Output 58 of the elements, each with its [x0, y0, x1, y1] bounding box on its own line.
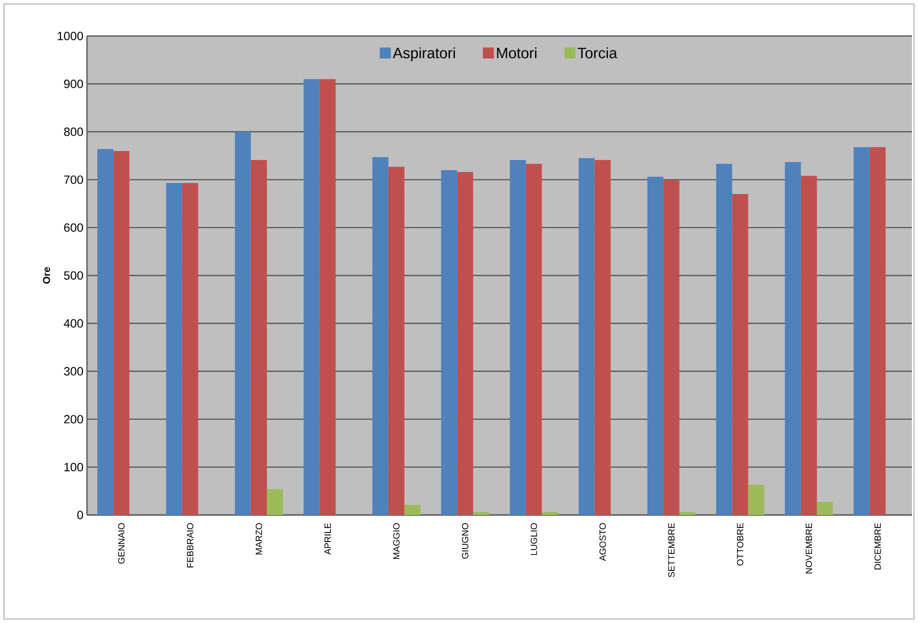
- bar: [748, 484, 764, 515]
- bar: [457, 172, 474, 515]
- y-tick-label: 500: [64, 271, 84, 280]
- y-axis-title: Ore: [43, 267, 50, 284]
- y-tick-label: 600: [64, 223, 84, 232]
- bar: [816, 502, 833, 515]
- x-tick-label: DICEMBRE: [874, 523, 881, 570]
- y-tick-label: 300: [64, 367, 84, 376]
- bar: [113, 150, 130, 515]
- bar: [679, 512, 696, 515]
- bar: [663, 180, 680, 515]
- bar: [870, 147, 886, 515]
- y-tick-label: 800: [64, 128, 84, 136]
- y-tick-label: 400: [64, 319, 84, 328]
- bar: [784, 162, 801, 515]
- x-tick-label: NOVEMBRE: [806, 523, 812, 574]
- bar: [510, 160, 526, 515]
- legend-label: Motori: [497, 47, 536, 58]
- bar: [266, 489, 283, 515]
- x-tick-label: FEBBRAIO: [186, 523, 194, 568]
- x-tick-label: SETTEMBRE: [668, 523, 675, 578]
- bar: [182, 183, 198, 515]
- bar: [578, 158, 595, 515]
- bar: [320, 79, 336, 515]
- x-tick-label: AGOSTO: [599, 523, 606, 561]
- legend-label: Torcia: [578, 47, 618, 58]
- x-tick-label: GENNAIO: [118, 523, 125, 564]
- y-tick-label: 100: [64, 462, 84, 472]
- bar: [647, 176, 664, 515]
- bar: [372, 157, 388, 515]
- bar: [800, 176, 817, 515]
- y-tick-label: 200: [64, 414, 84, 424]
- x-tick-label: LUGLIO: [530, 523, 538, 555]
- bar: [542, 512, 558, 515]
- y-tick-label: 900: [64, 80, 84, 88]
- bar: [716, 164, 732, 515]
- x-tick-label: OTTOBRE: [736, 523, 744, 566]
- bar: [304, 79, 320, 515]
- bar: [250, 160, 267, 515]
- bar: [473, 512, 490, 515]
- x-tick-label: APRILE: [324, 523, 331, 555]
- y-tick-label: 1000: [58, 32, 84, 40]
- bar: [166, 183, 182, 515]
- bar: [404, 504, 420, 515]
- bar: [526, 164, 542, 515]
- y-tick-label: 0: [77, 510, 84, 520]
- y-tick-label: 700: [64, 175, 84, 184]
- bar: [388, 166, 404, 515]
- bar: [854, 147, 870, 515]
- bar: [594, 160, 611, 515]
- bar: [732, 194, 748, 515]
- x-tick-label: GIUGNO: [462, 523, 468, 559]
- legend-label: Aspiratori: [392, 47, 455, 62]
- bar: [234, 132, 251, 515]
- bar: [97, 149, 114, 515]
- x-tick-label: MAGGIO: [393, 523, 400, 559]
- x-tick-label: MARZO: [256, 523, 262, 554]
- bar: [441, 170, 458, 515]
